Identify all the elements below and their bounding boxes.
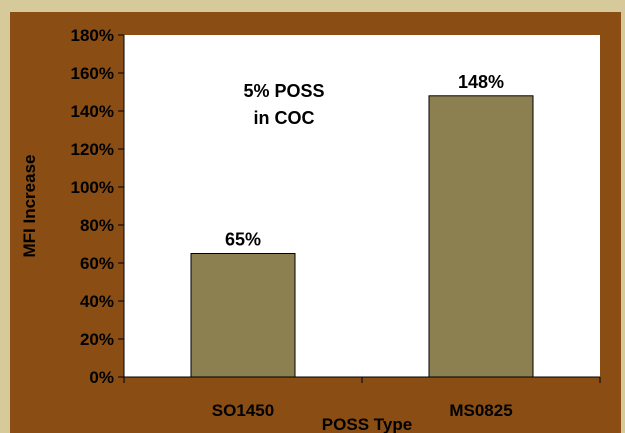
data-label-SO1450: 65% (225, 230, 261, 250)
y-tick-label: 100% (71, 178, 114, 197)
x-tick-label-MS0825: MS0825 (449, 401, 512, 420)
y-tick-label: 180% (71, 26, 114, 45)
x-axis-ticks: SO1450 MS0825 (123, 377, 601, 420)
y-tick-label: 160% (71, 64, 114, 83)
y-tick-label: 20% (80, 330, 114, 349)
y-tick-label: 120% (71, 140, 114, 159)
bar-MS0825 (428, 95, 534, 378)
x-tick-label-SO1450: SO1450 (212, 401, 274, 420)
y-tick-label: 60% (80, 254, 114, 273)
bar-SO1450 (190, 253, 296, 378)
y-tick-label: 0% (89, 368, 114, 387)
y-tick-label: 40% (80, 292, 114, 311)
y-axis-title: MFI Increase (20, 155, 39, 258)
data-label-MS0825: 148% (458, 72, 504, 92)
x-axis-title: POSS Type (322, 415, 412, 433)
annotation-line-2: in COC (254, 108, 315, 128)
annotation-line-1: 5% POSS (243, 81, 324, 101)
y-tick-label: 80% (80, 216, 114, 235)
y-tick-label: 140% (71, 102, 114, 121)
bars: 65% 148% (190, 72, 534, 378)
y-axis-ticks: 0% 20% 40% 60% 80% 100% 120% 140% 160% 180% (71, 26, 124, 387)
